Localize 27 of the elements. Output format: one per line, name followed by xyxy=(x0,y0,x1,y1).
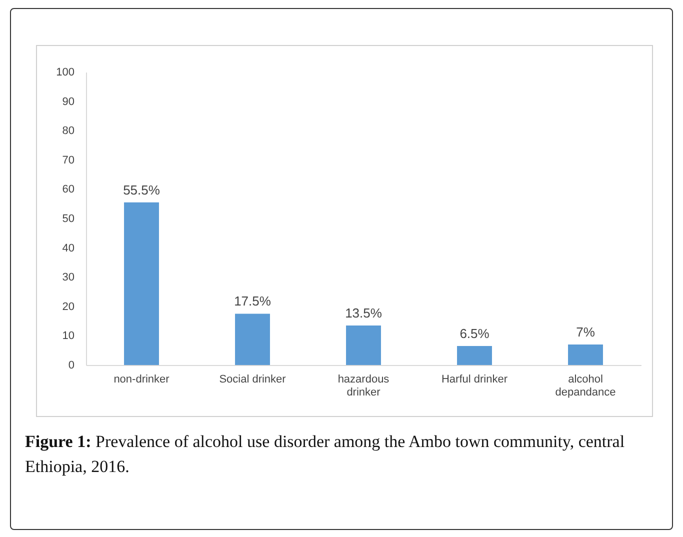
y-tick-label: 40 xyxy=(62,242,74,254)
y-tick-label: 50 xyxy=(62,213,74,225)
bar xyxy=(235,314,270,365)
data-label: 7% xyxy=(576,324,596,340)
data-label: 17.5% xyxy=(234,294,272,309)
y-tick-label: 20 xyxy=(62,300,74,313)
y-tick-label: 90 xyxy=(62,96,74,108)
y-tick-label: 100 xyxy=(56,66,74,78)
x-tick-label: hazardous drinker xyxy=(338,374,390,398)
x-tick-label: alcohol depandance xyxy=(555,374,616,398)
y-tick-label: 30 xyxy=(62,272,74,284)
data-label: 6.5% xyxy=(460,326,490,341)
y-tick-label: 0 xyxy=(68,360,74,372)
caption: Figure 1: Prevalence of alcohol use disorder among the Ambo town community, central Ethiopia, 2016. xyxy=(25,431,626,478)
y-tick-label: 10 xyxy=(62,330,74,342)
bar xyxy=(568,344,603,365)
x-tick-label: Harful drinker xyxy=(441,374,508,386)
data-label: 13.5% xyxy=(345,305,382,320)
bar xyxy=(346,325,381,365)
bar xyxy=(124,202,159,365)
data-label: 55.5% xyxy=(123,182,160,198)
y-tick-label: 80 xyxy=(62,125,74,138)
x-tick-label: non-drinker xyxy=(114,374,170,386)
y-tick-label: 70 xyxy=(62,154,74,166)
bar xyxy=(457,346,492,365)
y-tick-label: 60 xyxy=(62,184,74,196)
x-tick-label: Social drinker xyxy=(219,374,286,386)
